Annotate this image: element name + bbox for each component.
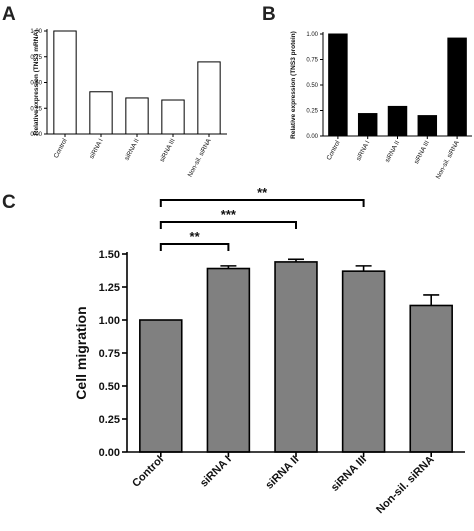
panel-c-chart: 0.00 0.25 0.50 0.75 1.00 1.25 1.50 Control siRNA… — [73, 185, 465, 516]
y-axis-title: Cell migration — [73, 306, 89, 399]
significance-bracket-1 — [159, 221, 297, 229]
x-tick-label-4: Non-sil. siRNA — [435, 139, 461, 180]
y-tick-label-4: 1.00 — [306, 32, 318, 38]
y-tick-label-5: 1.25 — [99, 282, 120, 294]
y-tick-label-1: 0.25 — [99, 414, 120, 426]
bar-4 — [197, 61, 221, 135]
x-tick-label-1: siRNA I — [198, 454, 234, 490]
x-tick-label-3: siRNA III — [329, 454, 369, 494]
y-tick-label-0: 0.00 — [99, 447, 120, 459]
panel-letter-c: C — [2, 192, 16, 213]
significance-bracket-0 — [159, 243, 230, 251]
bar-2 — [274, 261, 318, 453]
y-tick-label-1: 0.25 — [30, 106, 42, 112]
y-tick-label-0: 0.00 — [306, 134, 318, 140]
bar-1 — [357, 113, 378, 137]
y-tick-label-4: 1.00 — [99, 315, 120, 327]
y-tick-label-0: 0.00 — [30, 132, 42, 138]
bar-3 — [341, 270, 386, 453]
x-tick-label-1: siRNA I — [88, 137, 104, 160]
x-tick-label-2: siRNA II — [263, 454, 301, 492]
x-tick-label-3: siRNA III — [159, 137, 177, 163]
bar-3 — [161, 99, 185, 135]
significance-label-2: ** — [257, 185, 268, 200]
bar-2 — [125, 97, 149, 135]
y-tick-label-2: 0.50 — [30, 81, 42, 87]
y-tick-label-3: 0.75 — [30, 55, 42, 61]
x-tick-label-2: siRNA II — [384, 139, 401, 163]
y-tick-label-2: 0.50 — [99, 381, 120, 393]
y-axis-title: Relative expression (TNS3 mRNA) — [33, 30, 40, 135]
y-tick-label-6: 1.50 — [99, 249, 120, 261]
x-tick-label-0: Control — [130, 454, 166, 490]
y-tick-label-1: 0.25 — [306, 109, 318, 115]
bar-4 — [409, 304, 453, 453]
y-tick-label-2: 0.50 — [306, 83, 318, 89]
significance-bracket-2 — [159, 199, 365, 207]
significance-label-1: *** — [221, 207, 237, 222]
bar-0 — [139, 319, 183, 453]
y-tick-label-4: 1.00 — [30, 29, 42, 35]
y-tick-label-3: 0.75 — [306, 58, 318, 64]
bar-4 — [447, 37, 467, 137]
bar-2 — [387, 105, 408, 137]
x-tick-label-1: siRNA I — [355, 139, 371, 162]
bar-1 — [206, 267, 251, 453]
bar-0 — [328, 33, 348, 137]
panel-letter-a: A — [2, 4, 16, 25]
panel-letter-b: B — [262, 4, 276, 25]
significance-label-0: ** — [190, 229, 201, 244]
x-tick-label-4: Non-sil. siRNA — [374, 454, 437, 517]
y-tick-label-3: 0.75 — [99, 348, 120, 360]
panel-a-chart: 0.00 0.25 0.50 0.75 1.00 Control siRNA I siRNA … — [30, 29, 227, 178]
bar-1 — [89, 91, 113, 135]
x-tick-label-3: siRNA III — [413, 139, 431, 165]
x-tick-label-0: Control — [326, 139, 342, 161]
x-tick-label-0: Control — [53, 137, 69, 159]
panel-b-chart: 0.00 0.25 0.50 0.75 1.00 Control siRNA I siRNA … — [290, 31, 472, 180]
bar-0 — [53, 30, 77, 135]
x-tick-label-2: siRNA II — [124, 137, 141, 161]
bar-3 — [417, 115, 438, 137]
y-axis-title: Relative expression (TNS3 protein) — [290, 31, 297, 139]
x-tick-label-4: Non-sil. siRNA — [187, 137, 213, 178]
